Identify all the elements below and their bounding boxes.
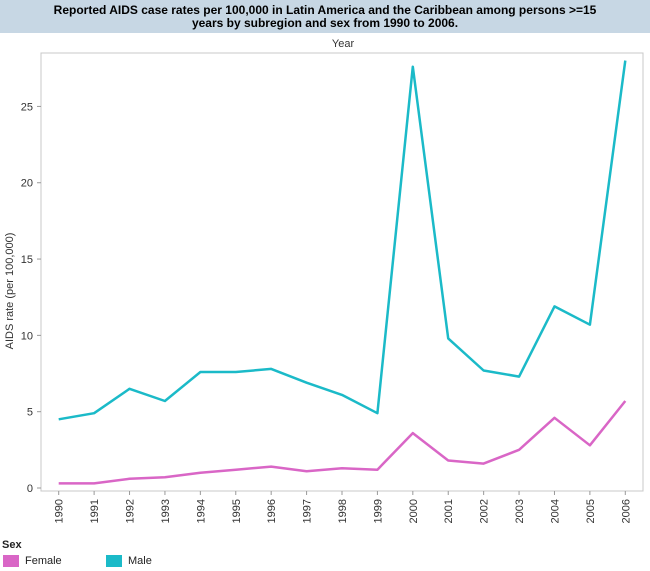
x-tick-label: 2000 [408,499,420,523]
line-chart: Year 0 5 10 15 20 25 1990 1991 1992 1993 1994 1995… [4,38,644,523]
legend-label-male: Male [128,555,152,567]
x-tick-label: 1990 [54,499,66,523]
series-line-female[interactable] [58,400,627,485]
y-axis-label: AIDS rate (per 100,000) [4,233,16,350]
x-tick-label: 1993 [160,499,172,523]
y-tick-label: 20 [21,178,33,190]
male-swatch [106,555,122,567]
female-swatch [3,555,19,567]
y-tick-label: 10 [21,330,33,342]
legend: Sex Female Male [0,537,650,571]
chart-title-bar: Reported AIDS case rates per 100,000 in … [0,0,650,33]
y-tick-label: 5 [27,407,33,419]
x-tick-label: 1991 [89,499,101,523]
x-tick-label: 2004 [549,499,561,523]
plot-area [40,52,644,492]
x-tick-label: 1995 [231,499,243,523]
x-tick-label: 1992 [125,499,137,523]
y-axis: 0 5 10 15 20 25 [21,101,41,495]
x-tick-label: 1994 [195,499,207,523]
x-tick-label: 2005 [585,499,597,523]
legend-label-female: Female [25,555,62,567]
x-tick-label: 2003 [514,499,526,523]
top-axis-label: Year [332,38,355,50]
x-tick-label: 2001 [443,499,455,523]
legend-item-male[interactable]: Male [106,555,152,567]
x-tick-label: 1999 [372,499,384,523]
x-axis: 1990 1991 1992 1993 1994 1995 1996 1997 1998 1999… [54,491,632,523]
x-tick-label: 1997 [302,499,314,523]
series-line-male[interactable] [58,60,627,421]
x-tick-label: 1996 [266,499,278,523]
legend-item-female[interactable]: Female [3,555,62,567]
series-lines [58,60,627,485]
x-tick-label: 1998 [337,499,349,523]
x-tick-label: 2002 [479,499,491,523]
y-tick-label: 25 [21,101,33,113]
legend-title: Sex [2,539,22,551]
chart-title: Reported AIDS case rates per 100,000 in … [53,2,597,30]
y-tick-label: 0 [27,483,33,495]
x-tick-label: 2006 [620,499,632,523]
y-tick-label: 15 [21,254,33,266]
